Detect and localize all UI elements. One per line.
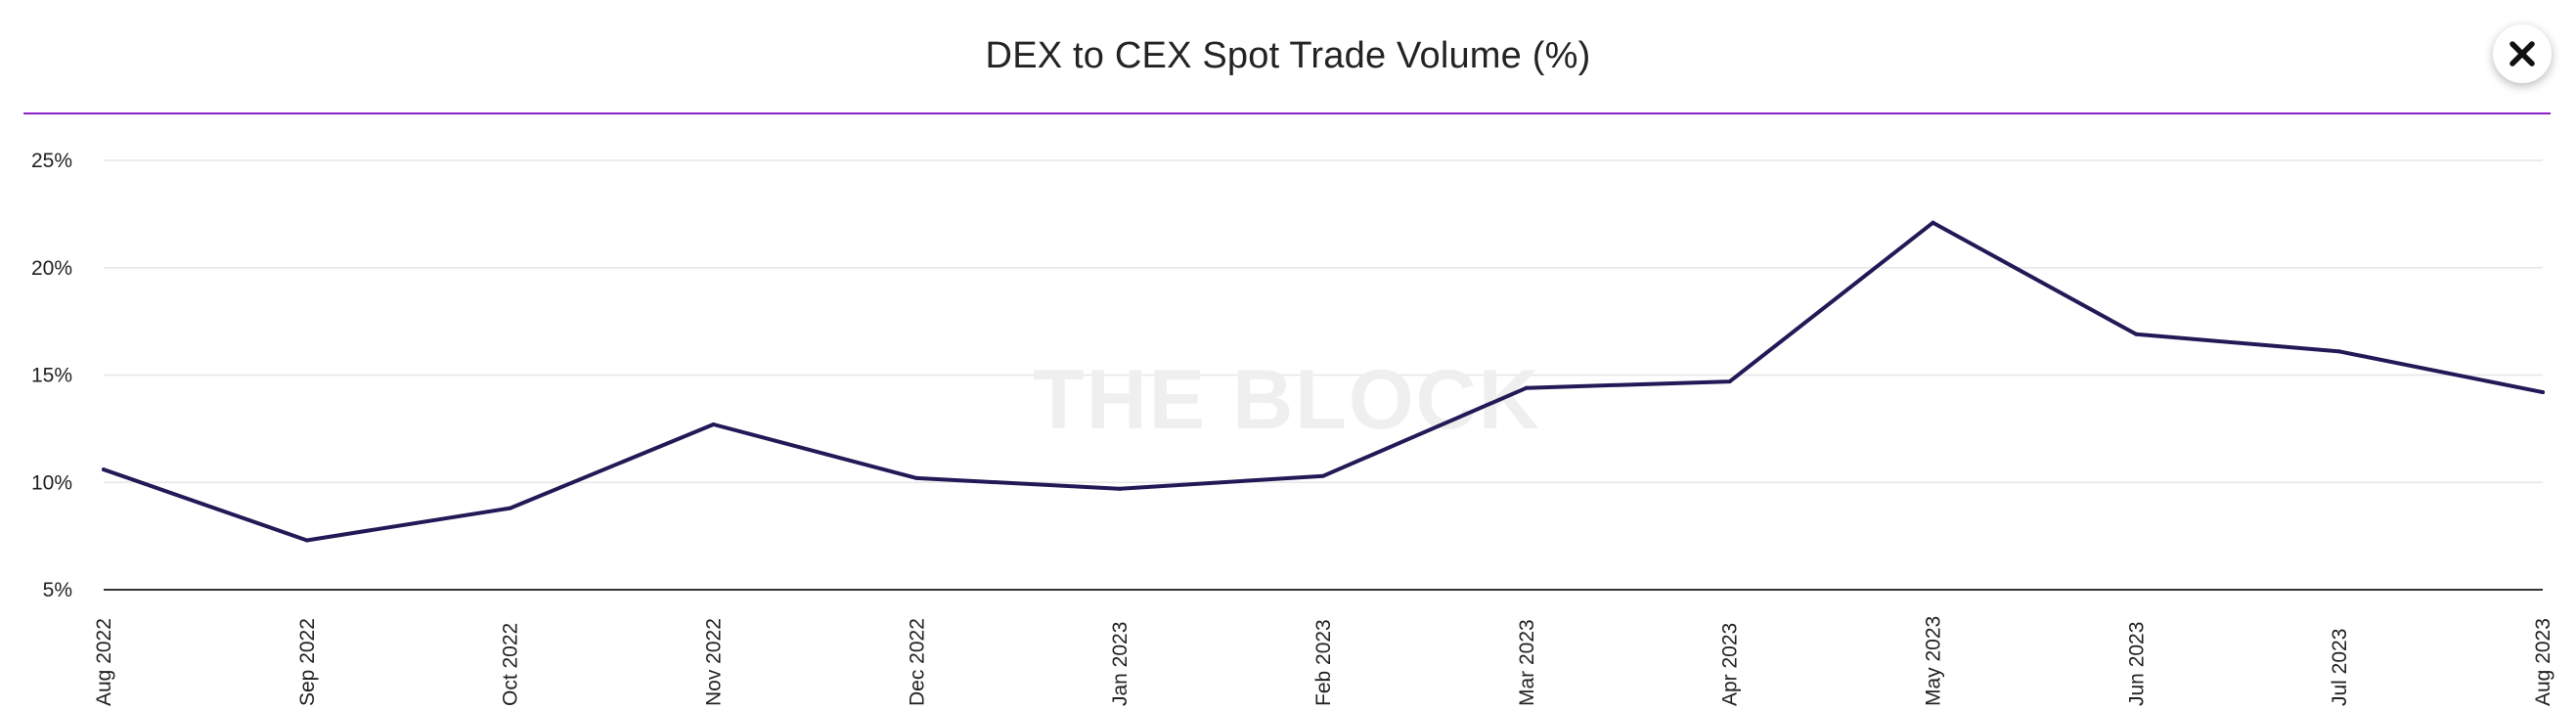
x-tick-label: Apr 2023 [1719,623,1742,706]
series-group [102,220,2545,543]
x-tick-label: Jun 2023 [2125,622,2148,706]
close-icon [2509,41,2535,67]
title-divider [23,112,2551,114]
data-point [1321,473,1325,478]
x-tick-label: Jan 2023 [1109,622,1132,706]
data-point [1727,379,1732,384]
watermark: THE BLOCK [1033,353,1541,447]
chart-title: DEX to CEX Spot Trade Volume (%) [985,35,1591,76]
data-point [102,467,106,472]
y-tick-label: 25% [31,150,72,172]
x-tick-label: Aug 2022 [93,618,115,706]
data-point [508,506,512,510]
data-point [2541,390,2545,395]
data-point [711,422,716,426]
x-axis-ticks: Aug 2022 Sep 2022 Oct 2022 Nov 2022 Dec 2022… [93,616,2554,706]
data-point [1931,220,1935,225]
x-tick-label: Nov 2022 [703,618,726,706]
x-tick-label: Jul 2023 [2329,629,2351,706]
data-point [1118,486,1123,491]
x-tick-label: Feb 2023 [1312,619,1335,706]
x-tick-label: May 2023 [1923,616,1945,706]
close-button[interactable] [2493,24,2552,83]
y-tick-label: 15% [31,365,72,387]
x-tick-label: Aug 2023 [2532,618,2554,706]
grid-lines [104,159,2543,483]
y-axis-ticks: 5% 10% 15% 20% 25% [31,150,72,601]
x-tick-label: Mar 2023 [1516,619,1538,706]
data-point [2337,349,2342,354]
y-tick-label: 5% [43,579,72,601]
data-point [2134,332,2139,336]
y-tick-label: 20% [31,257,72,280]
data-point [1524,385,1529,390]
y-tick-label: 10% [31,471,72,494]
x-tick-label: Oct 2022 [500,623,522,706]
data-point [304,538,309,543]
x-tick-label: Dec 2022 [906,618,928,706]
x-tick-label: Sep 2022 [296,618,319,706]
data-point [914,475,919,480]
